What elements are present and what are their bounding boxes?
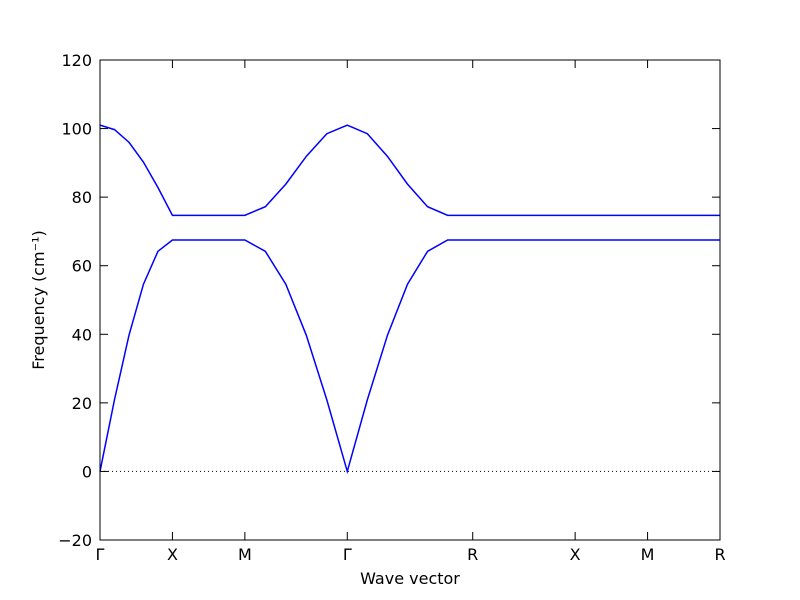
x-tick-label: R: [467, 545, 478, 564]
y-tick-label: 60: [72, 257, 92, 276]
y-tick-label: 80: [72, 188, 92, 207]
x-tick-label: X: [167, 545, 178, 564]
y-tick-label: 120: [61, 51, 92, 70]
x-tick-label: X: [570, 545, 581, 564]
y-axis-label: Frequency (cm⁻¹): [29, 230, 48, 369]
plot-frame: [99, 59, 721, 541]
x-tick-label: Γ: [96, 545, 105, 564]
y-tick-label: 40: [72, 325, 92, 344]
y-tick-label: 0: [82, 462, 92, 481]
band-line: [99, 124, 720, 217]
x-tick-label: M: [641, 545, 655, 564]
x-tick-label: Γ: [343, 545, 352, 564]
y-tick-label: 100: [61, 120, 92, 139]
x-tick-label: M: [238, 545, 252, 564]
band-line: [99, 239, 720, 475]
x-tick-label: R: [714, 545, 725, 564]
y-tick-label: 20: [72, 394, 92, 413]
x-axis-label: Wave vector: [360, 569, 460, 588]
y-tick-label: −20: [58, 531, 92, 550]
